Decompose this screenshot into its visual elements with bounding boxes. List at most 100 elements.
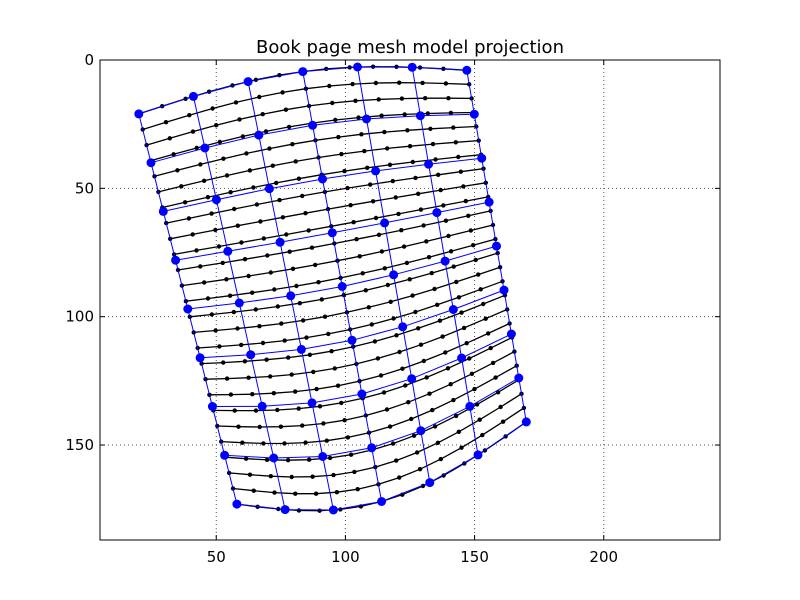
coarse-mesh-point — [307, 398, 317, 408]
fine-mesh-point — [240, 440, 245, 445]
fine-mesh-point — [228, 392, 234, 397]
fine-mesh-point — [286, 124, 292, 130]
fine-mesh-point — [469, 371, 475, 376]
fine-mesh-point — [280, 90, 285, 95]
fine-mesh-point — [221, 156, 226, 161]
coarse-mesh-point — [465, 401, 475, 411]
axis-ticks: 50 100 150 200 0 50 100 150 — [65, 51, 720, 566]
fine-mesh-point — [416, 326, 421, 331]
coarse-mesh-point — [415, 111, 425, 121]
fine-mesh-point — [428, 126, 433, 131]
fine-mesh-point — [473, 257, 478, 263]
fine-mesh-point — [350, 81, 355, 87]
fine-mesh-point — [317, 404, 323, 409]
fine-mesh-point — [372, 339, 378, 344]
fine-mesh-point — [261, 441, 266, 446]
fine-mesh-point — [332, 366, 337, 371]
fine-mesh-point — [293, 491, 298, 496]
fine-mesh-point — [282, 441, 287, 446]
fine-mesh-point — [480, 432, 485, 438]
fine-mesh-point — [296, 508, 302, 513]
fine-mesh-point — [445, 366, 451, 371]
fine-mesh-point — [246, 375, 251, 380]
fine-mesh-point — [394, 333, 399, 338]
coarse-mesh-point — [448, 305, 458, 314]
fine-mesh-point — [287, 249, 292, 254]
fine-mesh-point — [345, 185, 350, 191]
fine-mesh-point — [456, 429, 461, 434]
fine-mesh-point — [409, 416, 414, 422]
coarse-mesh-point — [499, 285, 509, 295]
fine-mesh-point — [476, 272, 481, 277]
fine-mesh-point — [438, 187, 443, 193]
fine-mesh-point — [339, 400, 344, 406]
fine-mesh-point — [379, 249, 385, 254]
fine-mesh-point — [263, 129, 269, 134]
fine-mesh-point — [235, 223, 240, 228]
fine-mesh-point — [242, 257, 248, 262]
fine-mesh-point — [254, 202, 260, 207]
coarse-mesh-point — [407, 62, 417, 72]
fine-mesh-point — [430, 141, 436, 147]
fine-mesh-point — [467, 356, 472, 361]
fine-mesh-point — [466, 213, 471, 218]
fine-mesh-point — [224, 376, 230, 381]
fine-mesh-point — [257, 424, 262, 430]
fine-mesh-point — [167, 136, 172, 141]
fine-mesh-point — [453, 413, 459, 419]
fine-mesh-point — [397, 80, 402, 85]
fine-mesh-point — [390, 178, 395, 184]
fine-mesh-point — [342, 168, 347, 174]
fine-mesh-point — [163, 120, 169, 125]
coarse-mesh-point — [158, 206, 168, 216]
fine-mesh-point — [314, 386, 319, 392]
fine-mesh-point — [446, 96, 451, 101]
fine-mesh-point — [379, 113, 384, 118]
x-tick-label: 100 — [331, 548, 360, 566]
fine-mesh-point — [359, 132, 364, 137]
fine-mesh-point — [440, 334, 445, 339]
fine-mesh-point — [354, 237, 359, 242]
fine-mesh-point — [236, 424, 241, 429]
fine-mesh-point — [463, 198, 468, 204]
coarse-mesh-point — [254, 130, 264, 140]
fine-mesh-point — [275, 304, 280, 309]
fine-mesh-point — [270, 163, 275, 168]
fine-mesh-point — [194, 248, 199, 253]
fine-mesh-point — [233, 100, 239, 105]
fine-mesh-point — [243, 456, 249, 461]
fine-mesh-point — [237, 117, 242, 122]
fine-mesh-point — [214, 123, 219, 128]
fine-mesh-point — [253, 307, 258, 312]
fine-mesh-point — [205, 195, 211, 200]
fine-mesh-point — [411, 433, 417, 438]
fine-mesh-point — [382, 129, 387, 135]
fine-mesh-point — [393, 195, 398, 200]
fine-mesh-point — [306, 228, 311, 233]
fine-mesh-point — [268, 374, 273, 379]
fine-mesh-point — [307, 352, 313, 357]
coarse-mesh-point — [146, 158, 156, 168]
fine-mesh-point — [478, 287, 483, 292]
fine-mesh-point — [348, 203, 353, 208]
y-tick-label: 0 — [84, 51, 94, 69]
x-tick-label: 50 — [207, 548, 226, 566]
fine-mesh-point — [221, 360, 226, 365]
fine-mesh-point — [461, 184, 466, 189]
fine-mesh-point — [296, 176, 302, 181]
fine-mesh-point — [179, 184, 184, 189]
coarse-mesh-point — [183, 304, 193, 314]
fine-mesh-point — [220, 260, 225, 266]
fine-mesh-point — [483, 316, 488, 321]
fine-mesh-point — [396, 211, 401, 217]
coarse-mesh-point — [318, 174, 327, 184]
fine-mesh-point — [443, 218, 449, 223]
fine-mesh-point — [232, 206, 237, 212]
fine-mesh-point — [290, 142, 295, 147]
fine-mesh-point — [387, 162, 393, 167]
coarse-mesh-point — [318, 452, 328, 461]
fine-mesh-point — [418, 207, 424, 212]
fine-mesh-point — [210, 106, 215, 111]
fine-mesh-point — [424, 375, 429, 380]
fine-mesh-point — [397, 475, 402, 480]
